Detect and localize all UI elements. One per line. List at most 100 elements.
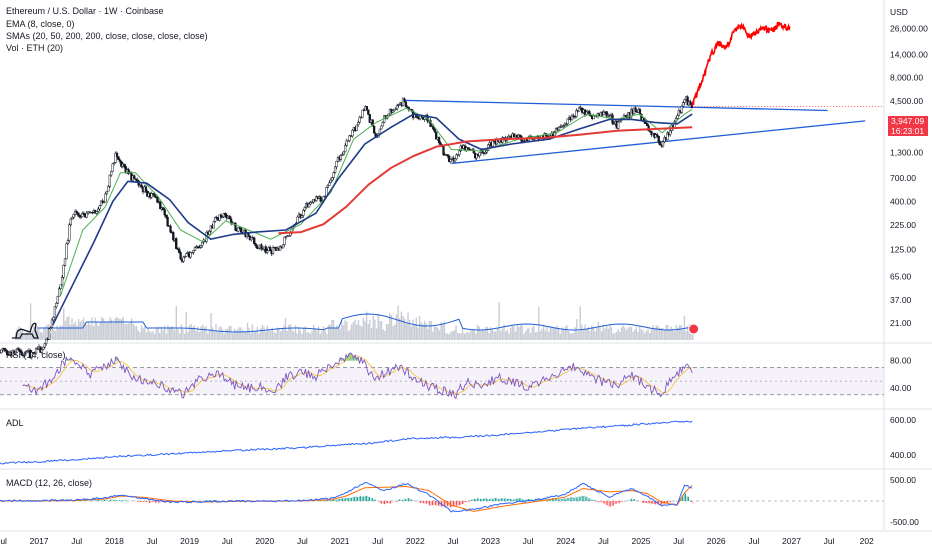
rsi-label[interactable]: RSI (14, close) bbox=[6, 350, 66, 360]
price-axis[interactable]: 26,000.0014,000.008,000.004,500.002,500.… bbox=[890, 24, 928, 329]
macd-histogram-bar bbox=[142, 501, 145, 502]
volume-bar bbox=[591, 325, 593, 340]
sma-legend[interactable]: SMAs (20, 50, 200, 200, close, close, cl… bbox=[6, 31, 208, 41]
time-axis[interactable]: Jul 2017 Jul 2018 Jul 2019 Jul 2020 Jul 2021 Jul 20… bbox=[0, 536, 874, 546]
volume-bar bbox=[614, 333, 616, 340]
macd-histogram-bar bbox=[577, 496, 580, 501]
candle-body bbox=[456, 154, 460, 156]
macd-histogram-bar bbox=[382, 501, 384, 504]
candle-body bbox=[98, 205, 101, 210]
candle-body bbox=[518, 134, 522, 137]
volume-bar bbox=[106, 322, 108, 340]
candle-body bbox=[19, 350, 22, 352]
candle-body bbox=[585, 111, 588, 116]
candle-body bbox=[605, 111, 608, 117]
volume-bar bbox=[420, 322, 422, 340]
volume-bar bbox=[521, 325, 523, 340]
candle-body bbox=[329, 179, 332, 184]
volume-bar bbox=[652, 325, 654, 340]
currency-label[interactable]: USD bbox=[890, 7, 908, 17]
macd-histogram-bar bbox=[495, 498, 497, 501]
macd-histogram-bar bbox=[549, 499, 551, 501]
volume-bar bbox=[77, 319, 80, 340]
macd-histogram-bar bbox=[586, 496, 589, 501]
macd-histogram-bar bbox=[155, 501, 157, 503]
volume-bar bbox=[273, 331, 275, 340]
candle-body bbox=[268, 247, 272, 251]
macd-histogram-bar bbox=[472, 499, 474, 501]
price-tick-label: 14,000.00 bbox=[890, 49, 928, 59]
macd-histogram-bar bbox=[496, 498, 498, 501]
macd-histogram-bar bbox=[580, 495, 583, 501]
volume-bar bbox=[86, 324, 88, 340]
volume-bar bbox=[284, 318, 287, 340]
macd-histogram-bar bbox=[505, 498, 507, 501]
candle-body bbox=[140, 184, 143, 188]
volume-bar bbox=[518, 326, 520, 340]
volume-bar bbox=[657, 325, 659, 340]
volume-bar bbox=[69, 324, 72, 340]
macd-histogram-bar bbox=[487, 499, 489, 501]
volume-bar bbox=[271, 327, 273, 340]
candle-body bbox=[73, 211, 77, 215]
volume-bar bbox=[653, 328, 656, 340]
volume-bar bbox=[410, 326, 412, 340]
candle-body bbox=[553, 131, 556, 137]
macd-histogram-bar bbox=[562, 497, 565, 501]
adl-label[interactable]: ADL bbox=[6, 418, 24, 428]
price-tick-label: 8,000.00 bbox=[890, 72, 923, 82]
macd-histogram-bar bbox=[410, 499, 413, 501]
macd-histogram-bar bbox=[477, 498, 479, 501]
chart-title[interactable]: Ethereum / U.S. Dollar · 1W · Coinbase bbox=[6, 6, 164, 16]
volume-bar bbox=[286, 330, 288, 340]
macd-histogram-bar bbox=[568, 498, 571, 501]
candle-body bbox=[449, 159, 452, 162]
volume-bar bbox=[511, 324, 513, 340]
volume-bar bbox=[678, 325, 681, 340]
volume-legend[interactable]: Vol · ETH (20) bbox=[6, 43, 64, 53]
volume-bar bbox=[399, 317, 401, 340]
macd-histogram-bar bbox=[576, 497, 578, 501]
volume-bar bbox=[503, 324, 505, 340]
macd-histogram-bar bbox=[222, 500, 225, 501]
macd-histogram-bar bbox=[647, 501, 649, 504]
candle-body bbox=[554, 128, 558, 133]
volume-bar bbox=[274, 333, 277, 340]
candle-body bbox=[250, 237, 253, 240]
candle-body bbox=[237, 227, 240, 232]
candle-body bbox=[260, 244, 263, 249]
macd-label[interactable]: MACD (12, 26, close) bbox=[6, 478, 93, 488]
volume-bar bbox=[116, 316, 118, 340]
volume-bar bbox=[644, 333, 646, 340]
candle-body bbox=[105, 190, 109, 195]
volume-bar bbox=[365, 311, 368, 340]
macd-histogram-bar bbox=[603, 501, 605, 504]
macd-histogram-bar bbox=[209, 500, 211, 501]
volume-bar bbox=[59, 325, 62, 340]
volume-bar bbox=[682, 329, 684, 340]
candle-body bbox=[136, 179, 139, 182]
time-tick-label: 2021 bbox=[331, 536, 350, 546]
volume-bar bbox=[367, 324, 369, 340]
macd-histogram-bar bbox=[493, 498, 495, 501]
macd-histogram-bar bbox=[407, 498, 410, 501]
candle-body bbox=[309, 202, 312, 205]
time-tick-label: Jul bbox=[297, 536, 308, 546]
volume-bar bbox=[509, 328, 512, 340]
volume-bar bbox=[256, 326, 259, 340]
macd-histogram-bar bbox=[388, 501, 390, 504]
candle-body bbox=[638, 109, 642, 115]
candle-body bbox=[108, 174, 111, 187]
volume-bar bbox=[470, 329, 472, 340]
volume-bar bbox=[107, 322, 110, 340]
volume-bar bbox=[556, 325, 558, 340]
sma-fast-line bbox=[59, 107, 693, 297]
candle-body bbox=[215, 216, 218, 219]
candle-body bbox=[144, 186, 148, 192]
macd-histogram-bar bbox=[689, 500, 691, 501]
volume-bar bbox=[557, 328, 560, 340]
macd-histogram-bar bbox=[421, 501, 423, 504]
volume-bar bbox=[505, 331, 507, 340]
candle-body bbox=[17, 348, 20, 351]
ema-legend[interactable]: EMA (8, close, 0) bbox=[6, 19, 75, 29]
